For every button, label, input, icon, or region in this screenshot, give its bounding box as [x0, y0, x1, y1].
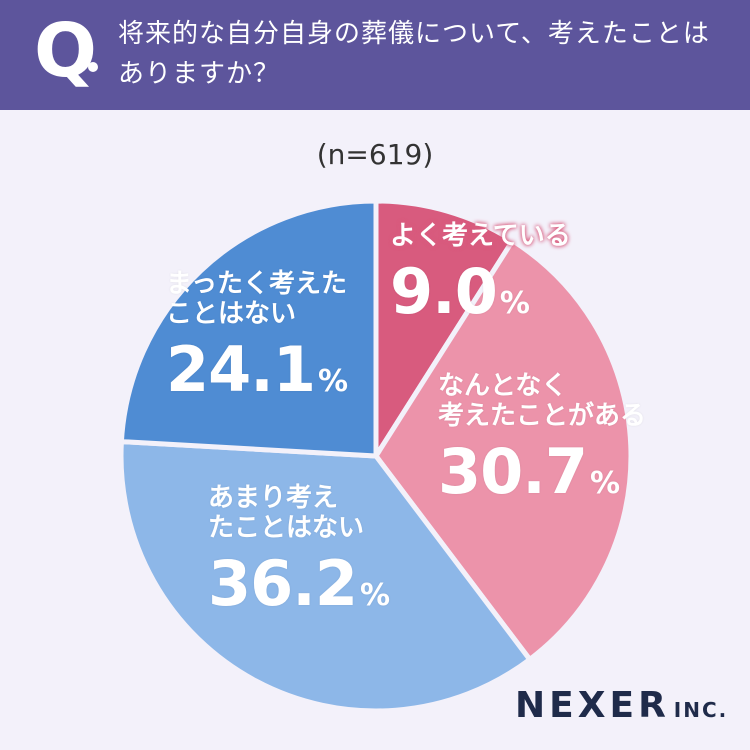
question-text: 将来的な自分自身の葬儀について、考えたことはありますか？ — [118, 19, 710, 89]
question-header: Q 将来的な自分自身の葬儀について、考えたことはありますか？ — [0, 0, 750, 110]
brand-name: NEXER — [515, 685, 670, 726]
slice-unit-rarely: % — [359, 577, 390, 613]
slice-category-never: まったく考えた ことはない — [166, 269, 347, 329]
pie-slice-somewhat — [373, 238, 634, 662]
nexer-logo: NEXER INC. — [515, 688, 728, 724]
slice-value-never: 24.1 — [166, 332, 316, 406]
slice-label-never: まったく考えた ことはない 24.1% — [166, 269, 348, 406]
slice-value-rarely: 36.2 — [208, 546, 358, 620]
slice-unit-never: % — [317, 363, 348, 399]
question-dot — [88, 62, 98, 72]
slice-category-somewhat: なんとなく 考えたことがある — [438, 371, 647, 431]
sample-size: (n=619) — [316, 138, 434, 171]
brand-suffix: INC. — [673, 698, 729, 722]
slice-label-often: よく考えている 9.0% — [390, 221, 571, 328]
slice-unit-often: % — [499, 285, 530, 321]
slice-value-often: 9.0 — [390, 254, 498, 328]
slice-category-often: よく考えている — [390, 221, 571, 251]
question-mark: Q — [34, 8, 97, 94]
slice-value-somewhat: 30.7 — [438, 434, 588, 508]
pie-slice-often — [373, 198, 516, 459]
pie-slice-rarely — [118, 439, 533, 714]
slice-category-rarely: あまり考え たことはない — [208, 483, 365, 543]
slice-label-somewhat: なんとなく 考えたことがある 30.7% — [438, 371, 647, 508]
slice-label-rarely: あまり考え たことはない 36.2% — [208, 483, 390, 620]
slice-unit-somewhat: % — [589, 465, 620, 501]
pie-slice-never — [118, 198, 379, 459]
